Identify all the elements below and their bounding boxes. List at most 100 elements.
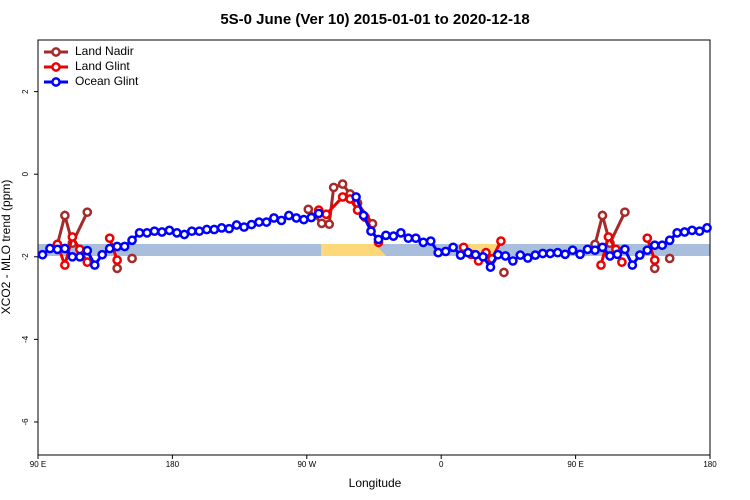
data-point (74, 244, 85, 255)
data-point (664, 235, 675, 246)
data-point (493, 249, 503, 260)
data-point (649, 255, 660, 265)
data-point (530, 250, 541, 260)
data-point (89, 260, 100, 270)
data-point (201, 224, 212, 235)
y-tick-label: -2 (21, 253, 30, 261)
data-point (179, 229, 190, 240)
data-point (463, 247, 473, 258)
legend-marker (51, 62, 61, 72)
data-point (112, 241, 122, 252)
data-point (366, 226, 376, 237)
data-point (37, 249, 48, 260)
data-point (433, 247, 444, 258)
data-point (560, 249, 570, 260)
data-point (67, 232, 78, 242)
data-point (694, 226, 705, 237)
data-point (127, 235, 137, 246)
data-point (60, 243, 70, 254)
data-point (209, 224, 220, 235)
data-point (508, 256, 518, 266)
data-point (254, 217, 264, 227)
plot-frame (37, 39, 711, 456)
data-point (617, 257, 627, 268)
data-point (664, 253, 675, 264)
x-tick-label: 90 W (297, 460, 316, 469)
data-point (112, 255, 122, 265)
data-point (672, 227, 682, 238)
data-point (194, 226, 205, 237)
data-point (649, 240, 660, 251)
data-point (537, 248, 548, 259)
data-point (112, 263, 122, 274)
data-point (313, 208, 324, 219)
data-point (649, 263, 660, 274)
data-point (642, 233, 653, 244)
data-point (470, 249, 481, 260)
data-point (642, 245, 653, 256)
legend-label: Land Glint (75, 59, 130, 73)
data-point (74, 251, 85, 262)
data-point (522, 253, 533, 263)
data-point (381, 230, 391, 241)
data-point (455, 250, 466, 260)
y-axis-label: XCO2 - MLO trend (ppm) (0, 180, 13, 315)
data-point (478, 251, 488, 262)
data-point (396, 227, 406, 238)
data-point (104, 233, 115, 244)
data-point (298, 214, 309, 225)
data-point (261, 217, 272, 227)
legend-marker (51, 47, 61, 57)
data-point (52, 244, 63, 255)
data-point (440, 246, 451, 257)
legend-label: Land Nadir (75, 44, 134, 58)
data-point (500, 251, 511, 261)
data-point (597, 210, 608, 221)
data-point (269, 213, 279, 223)
data-point (337, 192, 348, 202)
x-tick-label: 0 (439, 460, 444, 469)
data-point (596, 260, 606, 270)
data-point (246, 219, 257, 230)
data-point (403, 233, 414, 244)
data-point (321, 209, 332, 220)
data-point (306, 212, 317, 223)
data-point (496, 236, 506, 246)
x-tick-label: 90 E (567, 460, 583, 469)
data-point (284, 210, 294, 221)
data-point (149, 226, 160, 237)
data-point (567, 245, 578, 256)
data-point (134, 227, 145, 238)
data-point (499, 267, 509, 278)
data-point (657, 240, 668, 251)
legend-label: Ocean Glint (75, 74, 139, 88)
data-point (603, 232, 614, 242)
land-band (321, 244, 386, 256)
data-point (97, 249, 108, 260)
plot-area (37, 181, 712, 278)
data-point (67, 251, 78, 262)
data-point (351, 192, 361, 202)
data-point (60, 210, 70, 221)
data-point (597, 242, 608, 253)
data-point (239, 222, 249, 232)
data-point (552, 247, 563, 258)
data-point (605, 251, 615, 261)
x-axis-label: Longitude (349, 476, 402, 490)
data-point (358, 210, 369, 221)
data-point (82, 245, 93, 256)
data-point (224, 223, 234, 234)
data-point (590, 245, 600, 256)
data-point (575, 249, 585, 260)
data-point (45, 243, 55, 254)
data-point (418, 237, 429, 248)
data-point (60, 260, 70, 270)
y-tick-label: -4 (21, 335, 30, 343)
y-tick-label: 0 (21, 171, 30, 176)
data-point (127, 253, 137, 264)
data-point (82, 207, 93, 218)
data-point (328, 182, 339, 193)
data-point (545, 248, 556, 259)
